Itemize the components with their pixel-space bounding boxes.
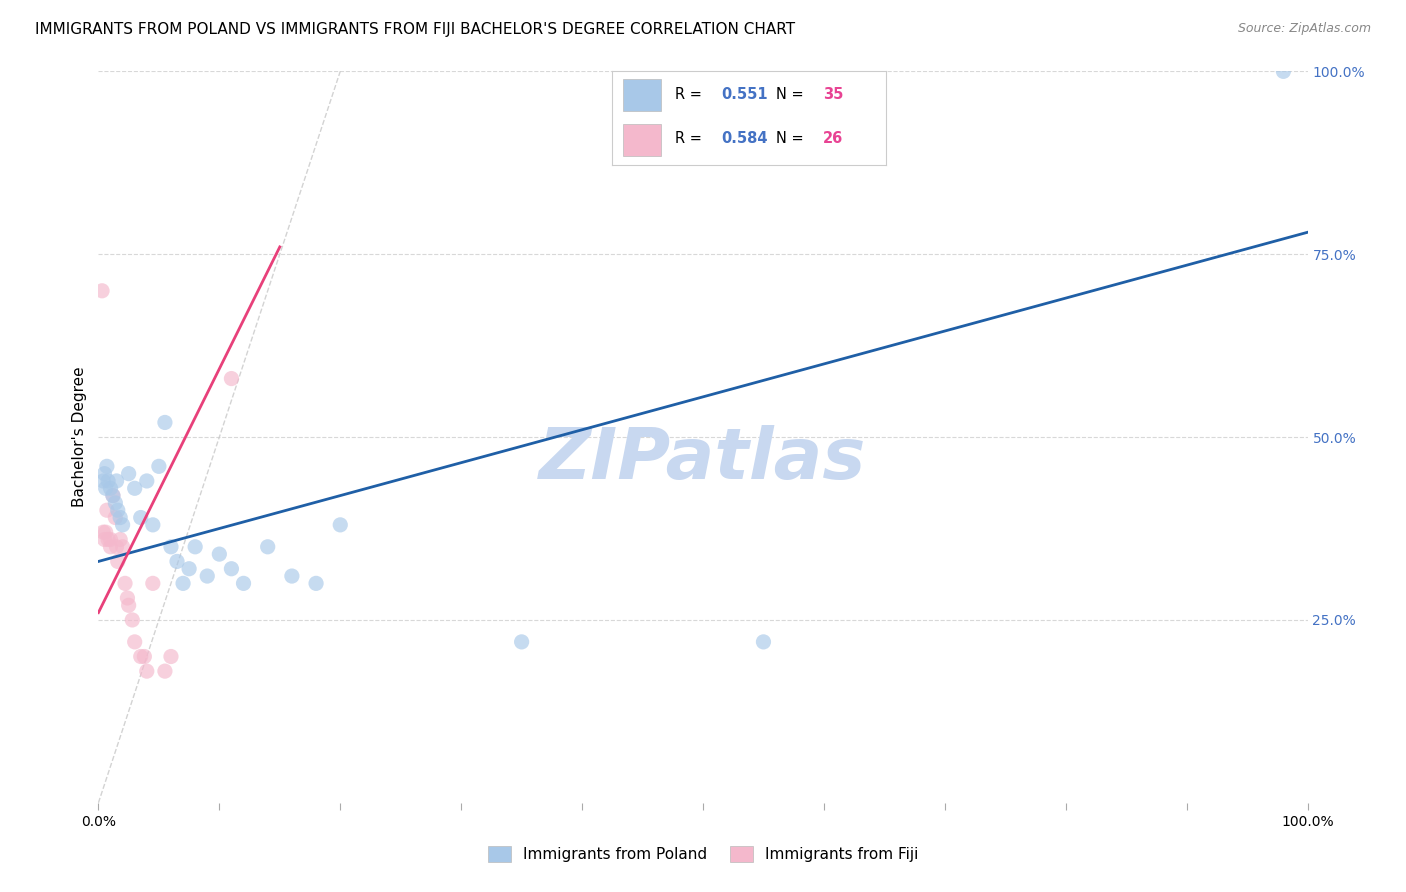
Text: ZIPatlas: ZIPatlas xyxy=(540,425,866,493)
Point xyxy=(153,664,176,678)
Text: N =: N = xyxy=(776,131,808,146)
Point xyxy=(93,533,115,547)
Point xyxy=(118,599,141,613)
Text: R =: R = xyxy=(675,131,706,146)
Point xyxy=(752,635,775,649)
Point xyxy=(91,525,114,540)
Point xyxy=(510,635,533,649)
Point xyxy=(108,510,131,524)
Bar xyxy=(623,78,661,111)
Text: N =: N = xyxy=(776,87,808,103)
Point xyxy=(111,517,134,532)
Point xyxy=(153,416,176,430)
Point xyxy=(221,562,243,576)
Point xyxy=(221,371,243,385)
Point xyxy=(305,576,328,591)
Point xyxy=(105,474,128,488)
Point xyxy=(166,554,188,568)
Point xyxy=(135,664,157,678)
Point xyxy=(160,540,183,554)
Point xyxy=(184,540,207,554)
Text: 0.584: 0.584 xyxy=(721,131,768,146)
Text: Source: ZipAtlas.com: Source: ZipAtlas.com xyxy=(1237,22,1371,36)
Point xyxy=(124,635,146,649)
Point xyxy=(94,525,117,540)
Point xyxy=(121,613,143,627)
Point xyxy=(107,554,129,568)
Point xyxy=(104,496,127,510)
Point xyxy=(94,481,117,495)
Point xyxy=(100,540,122,554)
Point xyxy=(101,489,124,503)
Point xyxy=(108,533,131,547)
Point xyxy=(160,649,183,664)
Point xyxy=(281,569,304,583)
Text: 26: 26 xyxy=(823,131,844,146)
Point xyxy=(91,284,114,298)
Legend: Immigrants from Poland, Immigrants from Fiji: Immigrants from Poland, Immigrants from … xyxy=(481,840,925,868)
Point xyxy=(129,510,152,524)
Text: IMMIGRANTS FROM POLAND VS IMMIGRANTS FROM FIJI BACHELOR'S DEGREE CORRELATION CHA: IMMIGRANTS FROM POLAND VS IMMIGRANTS FRO… xyxy=(35,22,796,37)
Point xyxy=(97,533,120,547)
Point xyxy=(329,517,352,532)
Point xyxy=(142,576,165,591)
Point xyxy=(96,503,118,517)
Point xyxy=(172,576,194,591)
Point xyxy=(134,649,156,664)
Point xyxy=(208,547,231,561)
Point xyxy=(142,517,165,532)
Point xyxy=(118,467,141,481)
Point xyxy=(148,459,170,474)
Point xyxy=(96,459,118,474)
Point xyxy=(195,569,218,583)
Point xyxy=(105,540,128,554)
Text: 35: 35 xyxy=(823,87,844,103)
Point xyxy=(179,562,201,576)
Bar xyxy=(623,124,661,156)
Point xyxy=(101,489,124,503)
Text: R =: R = xyxy=(675,87,706,103)
Y-axis label: Bachelor's Degree: Bachelor's Degree xyxy=(72,367,87,508)
Point xyxy=(93,467,115,481)
Point xyxy=(256,540,278,554)
Point xyxy=(100,533,122,547)
Point xyxy=(100,481,122,495)
Text: 0.551: 0.551 xyxy=(721,87,768,103)
Point xyxy=(1272,64,1295,78)
Point xyxy=(232,576,254,591)
Point xyxy=(124,481,146,495)
Point xyxy=(97,474,120,488)
Point xyxy=(129,649,152,664)
Point xyxy=(117,591,139,605)
Point xyxy=(114,576,136,591)
Point xyxy=(111,540,134,554)
Point xyxy=(104,510,127,524)
Point xyxy=(91,474,114,488)
Point xyxy=(135,474,157,488)
Point xyxy=(107,503,129,517)
